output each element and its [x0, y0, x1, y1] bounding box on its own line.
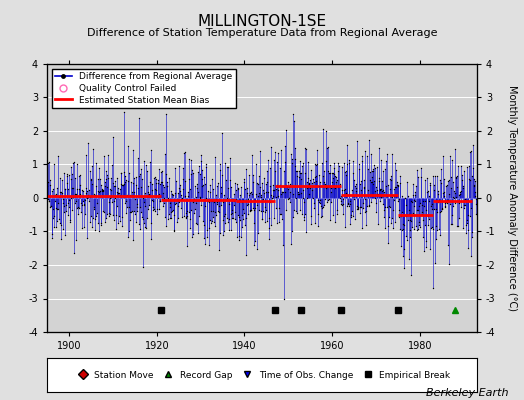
Y-axis label: Monthly Temperature Anomaly Difference (°C): Monthly Temperature Anomaly Difference (…: [507, 85, 517, 311]
Text: MILLINGTON-1SE: MILLINGTON-1SE: [198, 14, 326, 29]
Text: Difference of Station Temperature Data from Regional Average: Difference of Station Temperature Data f…: [87, 28, 437, 38]
Legend: Difference from Regional Average, Quality Control Failed, Estimated Station Mean: Difference from Regional Average, Qualit…: [52, 68, 236, 108]
Text: Berkeley Earth: Berkeley Earth: [426, 388, 508, 398]
Legend: Station Move, Record Gap, Time of Obs. Change, Empirical Break: Station Move, Record Gap, Time of Obs. C…: [71, 368, 453, 382]
